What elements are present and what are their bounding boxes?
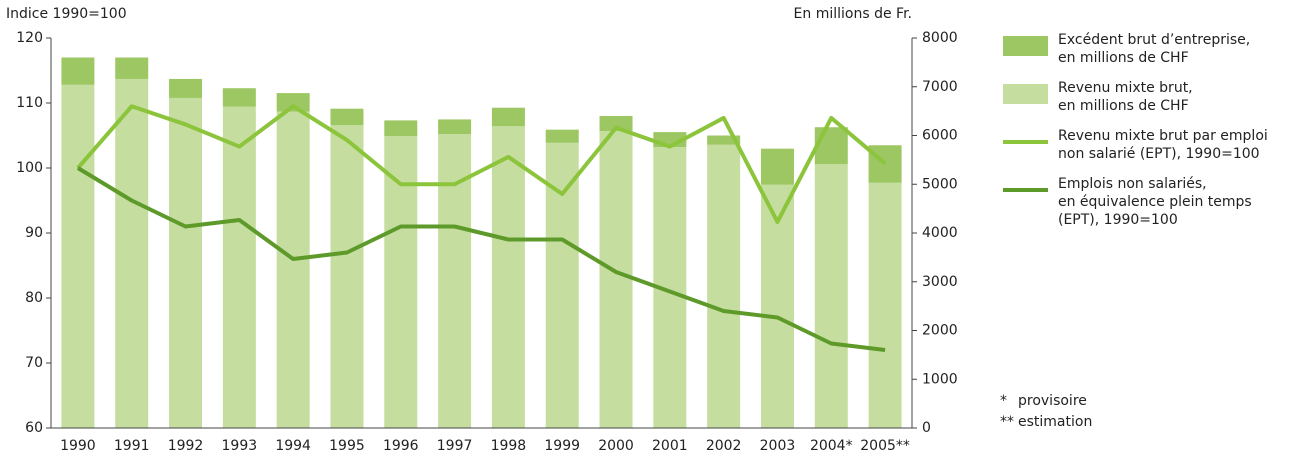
bar [330, 108, 364, 126]
bar [61, 57, 95, 85]
note-text: estimation [1018, 414, 1092, 430]
x-tick-label: 1990 [60, 438, 96, 454]
bar [760, 184, 794, 428]
bar [814, 164, 848, 428]
x-tick-label: 1999 [544, 438, 580, 454]
x-tick-label: 1991 [114, 438, 150, 454]
bar [384, 135, 418, 429]
y2-tick-label: 6000 [922, 128, 958, 144]
y2-tick-label: 3000 [922, 274, 958, 290]
legend-label: Revenu mixte brut par emploi non salarié … [1058, 128, 1268, 162]
line [76, 104, 887, 224]
x-tick-label: 1997 [437, 438, 473, 454]
bar [169, 78, 203, 98]
x-tick-label: 2003 [760, 438, 796, 454]
y2-tick-label: 7000 [922, 79, 958, 95]
bar [868, 182, 902, 428]
bar [707, 144, 741, 428]
legend-line: en équivalence plein temps [1058, 194, 1252, 210]
bar [384, 120, 418, 136]
y-tick-label: 120 [16, 30, 43, 46]
note-symbol: * [1000, 393, 1007, 409]
bar [222, 88, 256, 107]
bar [814, 127, 848, 165]
y2-tick-label: 0 [922, 420, 931, 436]
bar [276, 111, 310, 429]
bar [169, 97, 203, 429]
y2-tick-label: 5000 [922, 176, 958, 192]
bar [599, 131, 633, 429]
legend-line: Emplois non salariés, [1058, 176, 1207, 192]
bar [61, 84, 95, 429]
x-tick-label: 1996 [383, 438, 419, 454]
line [76, 166, 886, 352]
y-tick-label: 60 [25, 420, 43, 436]
y2-tick-label: 4000 [922, 225, 958, 241]
legend-label: Excédent brut d’entreprise, en millions d… [1058, 32, 1250, 66]
y-tick-label: 80 [25, 290, 43, 306]
x-tick-label: 1995 [329, 438, 365, 454]
x-tick-label: 2000 [598, 438, 634, 454]
bar [707, 135, 741, 145]
note-symbol: ** [1000, 414, 1014, 430]
bar [760, 148, 794, 185]
legend-line: en millions de CHF [1058, 98, 1189, 114]
legend-line: Revenu mixte brut, [1058, 80, 1193, 96]
legend-line: (EPT), 1990=100 [1058, 212, 1178, 228]
bar [115, 78, 149, 428]
y2-tick-label: 1000 [922, 371, 958, 387]
x-tick-label: 2005** [860, 438, 910, 454]
bar [491, 126, 525, 429]
x-tick-label: 1998 [491, 438, 527, 454]
bar [545, 142, 579, 428]
legend-line: en millions de CHF [1058, 50, 1189, 66]
legend-swatch [1003, 36, 1048, 56]
y-tick-label: 110 [16, 95, 43, 111]
legend-line: non salarié (EPT), 1990=100 [1058, 146, 1260, 162]
x-tick-label: 1994 [275, 438, 311, 454]
y-tick-label: 100 [16, 160, 43, 176]
note-text: provisoire [1018, 393, 1087, 409]
y2-tick-label: 8000 [922, 30, 958, 46]
bar [599, 116, 633, 132]
x-tick-label: 2001 [652, 438, 688, 454]
legend-label: Emplois non salariés, en équivalence plei… [1058, 176, 1252, 228]
bar [491, 107, 525, 127]
y2-tick-label: 2000 [922, 323, 958, 339]
legend-label: Revenu mixte brut, en millions de CHF [1058, 80, 1193, 114]
x-tick-label: 1993 [222, 438, 258, 454]
legend-line: Excédent brut d’entreprise, [1058, 32, 1250, 48]
x-tick-label: 2002 [706, 438, 742, 454]
y-axis-title: Indice 1990=100 [6, 6, 127, 22]
y2-axis-title: En millions de Fr. [794, 6, 912, 22]
bar [115, 57, 149, 79]
y-tick-label: 70 [25, 355, 43, 371]
bar [545, 129, 579, 143]
bar [330, 125, 364, 428]
bar [438, 119, 472, 135]
legend-line: Revenu mixte brut par emploi [1058, 128, 1268, 144]
legend-swatch [1003, 84, 1048, 104]
bar [868, 145, 902, 183]
bar [222, 106, 256, 429]
x-tick-label: 1992 [168, 438, 204, 454]
y-tick-label: 90 [25, 225, 43, 241]
x-tick-label: 2004* [810, 438, 853, 454]
bar [276, 93, 310, 112]
